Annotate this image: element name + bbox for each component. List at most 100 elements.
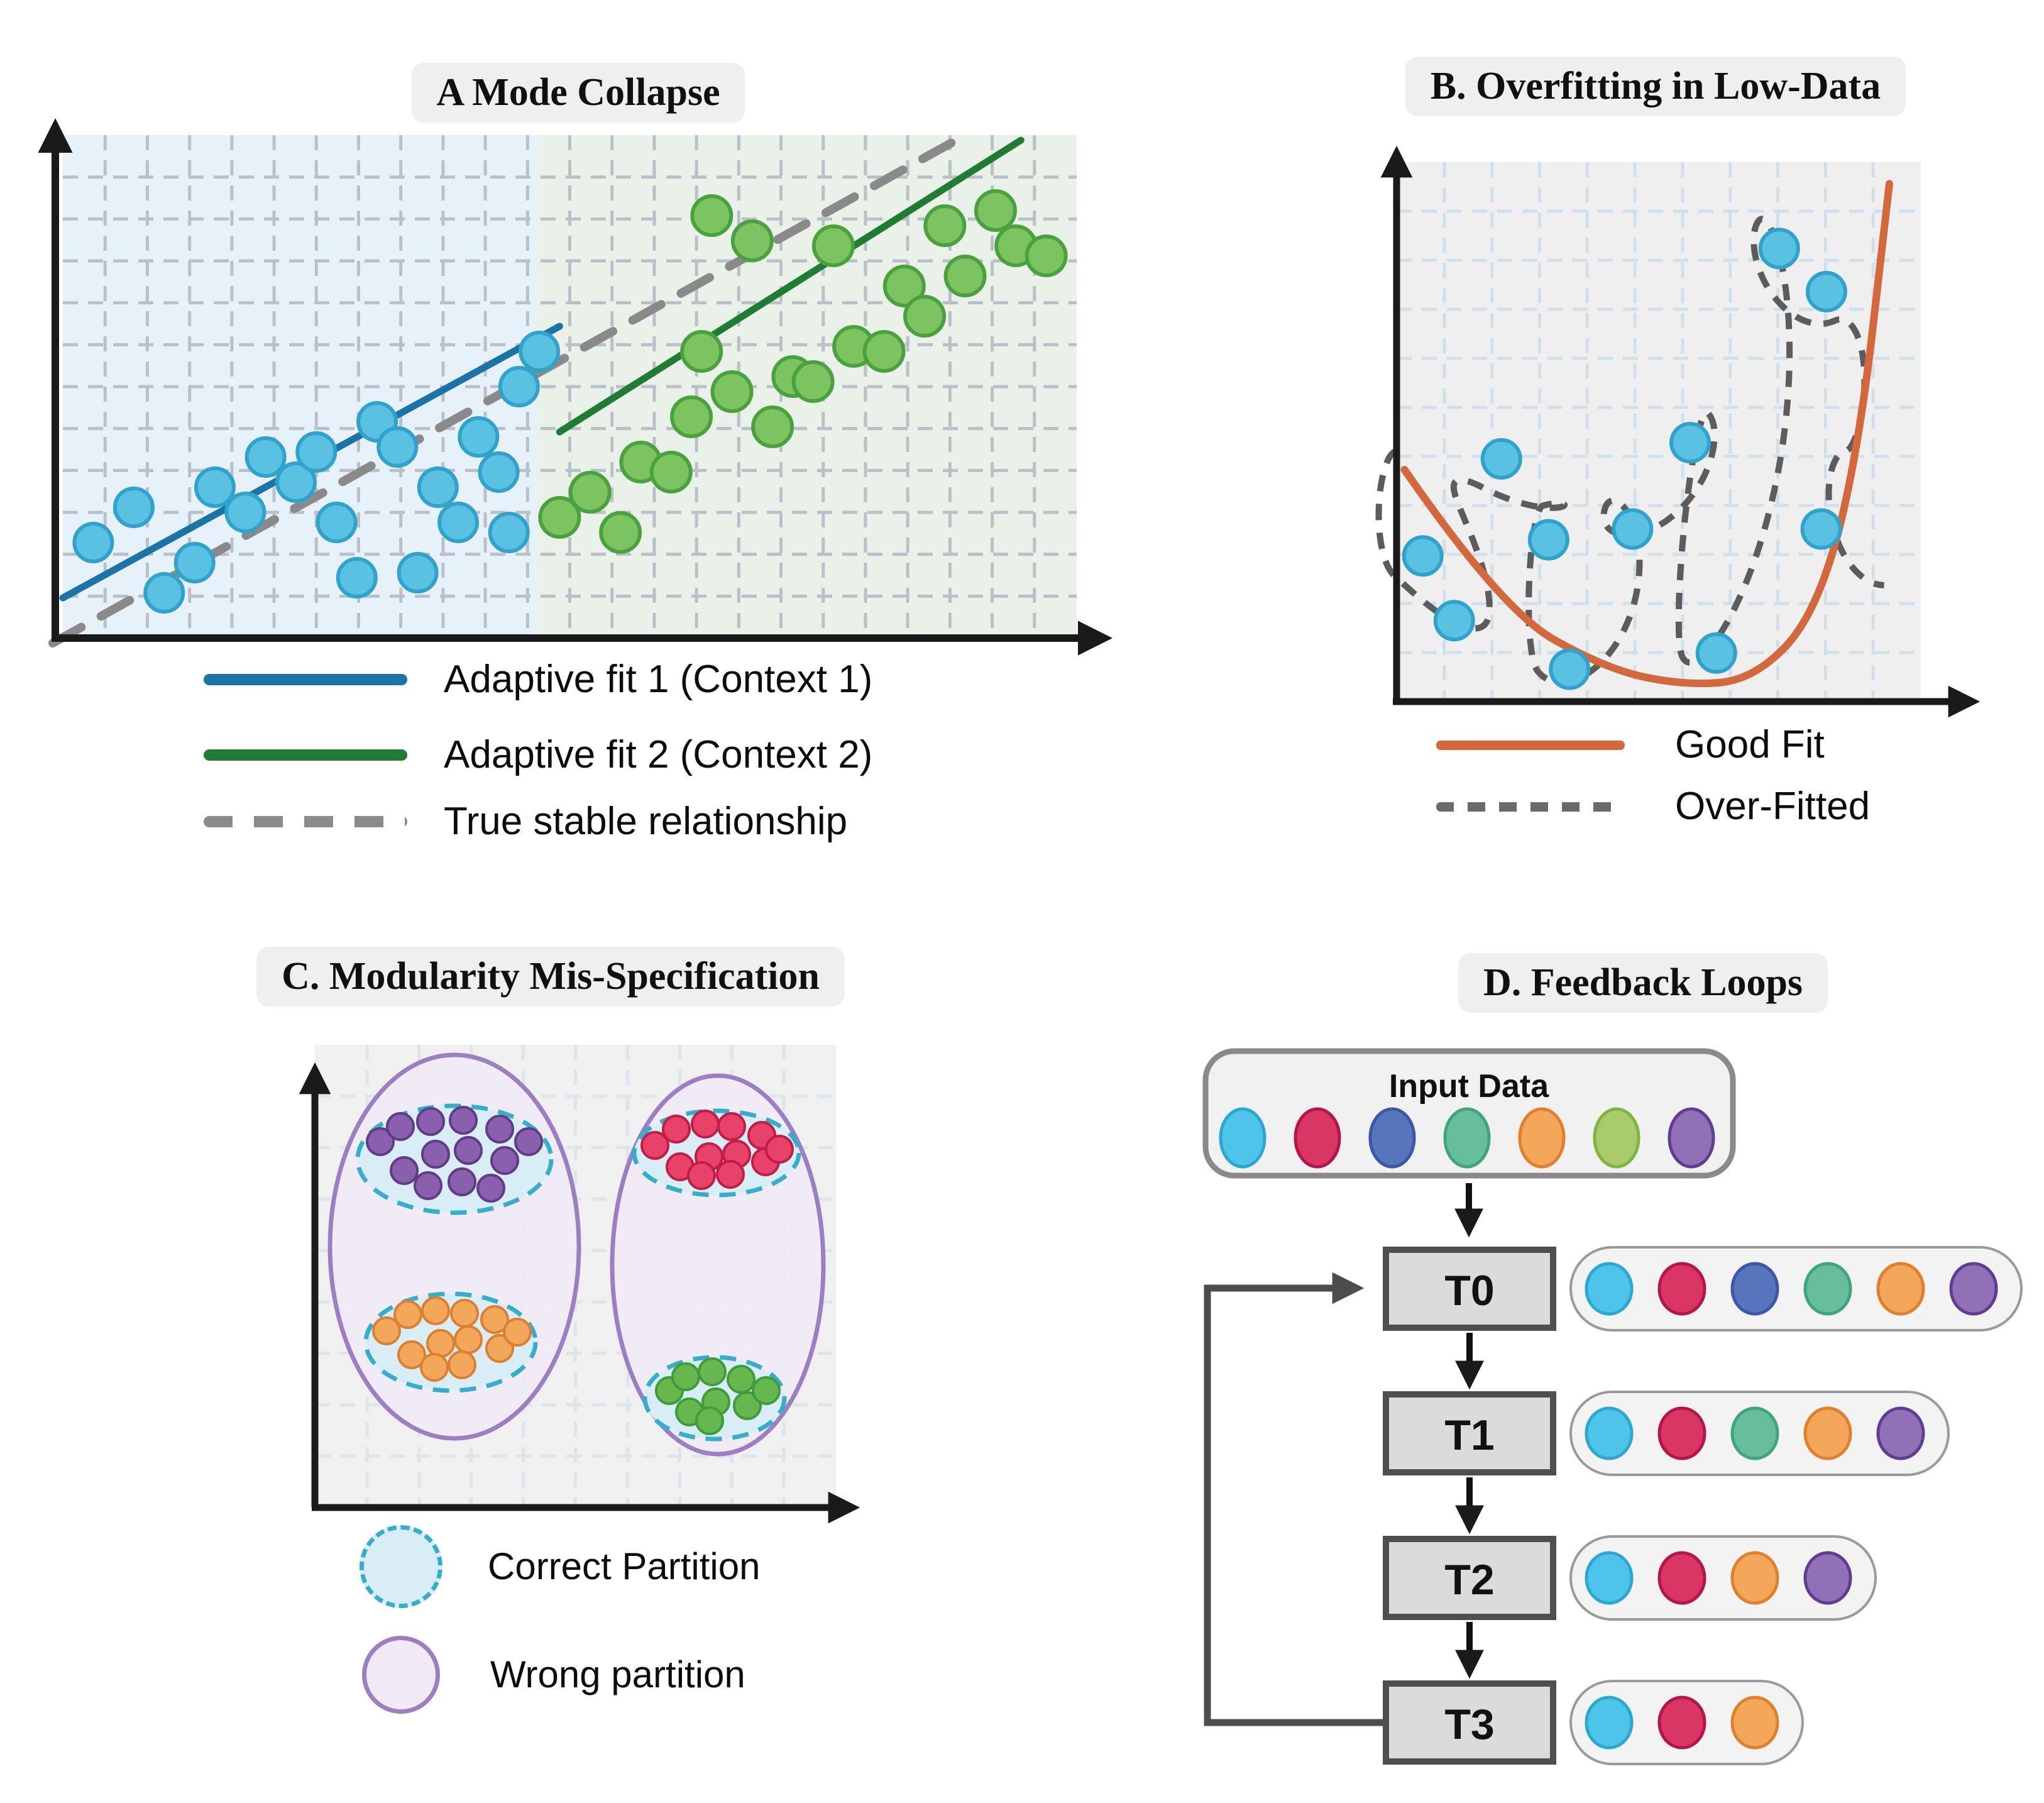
cluster-dot-purple bbox=[390, 1156, 419, 1185]
context2-data-point bbox=[599, 511, 642, 554]
legend-item-adaptive-fit-2: Adaptive fit 2 (Context 2) bbox=[204, 728, 872, 782]
stage-label-T1: T1 bbox=[1444, 1411, 1494, 1459]
legend-item-true-relationship: True stable relationship bbox=[204, 795, 847, 849]
fit2-line-swatch bbox=[204, 749, 407, 761]
context1-data-point bbox=[458, 416, 500, 458]
context1-data-point bbox=[113, 487, 155, 528]
stage-data-dot-crimson bbox=[1657, 1695, 1706, 1750]
context1-data-point bbox=[245, 436, 287, 478]
stage-box-T2 bbox=[1383, 1536, 1556, 1620]
good-fit-line-swatch bbox=[1436, 740, 1625, 750]
context2-data-point bbox=[882, 265, 926, 307]
legend-label-adaptive-fit-1: Adaptive fit 1 (Context 1) bbox=[444, 658, 873, 701]
cluster-dot-purple bbox=[414, 1171, 442, 1200]
cluster-dot-purple bbox=[514, 1127, 543, 1156]
input-data-dot-cyan bbox=[1219, 1107, 1267, 1169]
stage-box-T3 bbox=[1383, 1680, 1556, 1765]
stage-data-dot-teal bbox=[1730, 1406, 1779, 1460]
stage-data-dot-purple bbox=[1803, 1551, 1852, 1605]
stage-data-dot-orange bbox=[1803, 1406, 1852, 1460]
cluster-dot-green bbox=[733, 1391, 762, 1420]
context2-data-point bbox=[690, 194, 734, 237]
plot-background bbox=[1397, 162, 1921, 702]
cluster-dot-purple bbox=[449, 1106, 478, 1135]
context1-data-point bbox=[417, 466, 459, 508]
panel-b-overfitting-plot bbox=[1375, 145, 1981, 718]
data-point bbox=[1758, 228, 1800, 270]
context1-data-point bbox=[173, 542, 216, 583]
legend-label-true-relationship: True stable relationship bbox=[444, 800, 848, 843]
context1-data-point bbox=[72, 522, 114, 563]
data-point bbox=[1527, 519, 1569, 561]
cluster-dot-orange bbox=[420, 1353, 449, 1382]
stage-data-dot-cyan bbox=[1585, 1551, 1634, 1605]
cluster-dot-green bbox=[671, 1362, 700, 1391]
panel-b-title: B. Overfitting in Low-Data bbox=[1405, 57, 1906, 116]
context2-data-point bbox=[923, 204, 967, 247]
cluster-dot-purple bbox=[386, 1112, 415, 1141]
context1-data-point bbox=[143, 572, 185, 614]
data-point bbox=[1800, 508, 1842, 550]
legend-label-good-fit: Good Fit bbox=[1675, 723, 1825, 766]
stage-data-dot-crimson bbox=[1657, 1406, 1706, 1460]
stage-data-dot-cyan bbox=[1585, 1406, 1634, 1460]
correct-partition-circle-swatch bbox=[360, 1525, 442, 1608]
input-data-dot-teal bbox=[1443, 1107, 1491, 1169]
context2-data-point bbox=[811, 224, 855, 267]
stage-label-T3: T3 bbox=[1444, 1701, 1494, 1748]
cluster-dot-red bbox=[716, 1160, 745, 1189]
context2-data-point bbox=[903, 295, 947, 338]
cluster-dot-purple bbox=[448, 1167, 476, 1196]
context2-data-point bbox=[943, 255, 987, 297]
context2-data-point bbox=[568, 471, 612, 514]
panel-a-title: A Mode Collapse bbox=[411, 63, 745, 123]
input-data-dot-crimson bbox=[1294, 1107, 1341, 1169]
panel-d-feedback-flow: Input Data T0 T1 T2 T3 bbox=[1202, 1048, 2023, 1765]
stage-data-pill-T2 bbox=[1569, 1535, 1877, 1621]
stage-box-T1 bbox=[1383, 1391, 1556, 1475]
stage-data-dot-cyan bbox=[1585, 1695, 1634, 1750]
stage-box-T0 bbox=[1383, 1247, 1556, 1331]
cluster-dot-red bbox=[640, 1131, 669, 1160]
legend-item-wrong-partition: Wrong partition bbox=[362, 1636, 745, 1714]
data-point bbox=[1549, 648, 1591, 690]
cluster-dot-green bbox=[698, 1357, 727, 1386]
data-point bbox=[1612, 508, 1654, 550]
context2-data-point bbox=[538, 496, 581, 539]
stage-data-dot-orange bbox=[1730, 1695, 1779, 1750]
context2-data-point bbox=[1025, 234, 1068, 277]
data-point bbox=[1402, 535, 1444, 577]
cluster-dot-orange bbox=[450, 1299, 479, 1328]
stage-label-T2: T2 bbox=[1444, 1556, 1494, 1604]
legend-item-adaptive-fit-1: Adaptive fit 1 (Context 1) bbox=[204, 653, 872, 707]
legend-item-correct-partition: Correct Partition bbox=[360, 1525, 760, 1608]
context2-data-point bbox=[680, 330, 723, 373]
cluster-dot-green bbox=[752, 1376, 781, 1405]
context2-data-point bbox=[710, 370, 754, 413]
stage-data-dot-purple bbox=[1949, 1262, 1998, 1316]
context1-data-point bbox=[376, 426, 419, 468]
cluster-dot-orange bbox=[421, 1296, 450, 1325]
input-data-dot-orange bbox=[1518, 1107, 1566, 1169]
cluster-dot-purple bbox=[485, 1115, 514, 1144]
cluster-dot-purple bbox=[454, 1136, 483, 1165]
fit1-line-swatch bbox=[204, 674, 407, 685]
legend-label-correct-partition: Correct Partition bbox=[488, 1545, 761, 1587]
cluster-dot-red bbox=[765, 1135, 794, 1164]
context2-data-point bbox=[751, 405, 794, 448]
cluster-dot-red bbox=[687, 1161, 716, 1190]
adaptive-fit2-line bbox=[556, 136, 1025, 436]
cluster-dot-purple bbox=[490, 1146, 519, 1175]
cluster-dot-orange bbox=[393, 1300, 422, 1329]
panel-a-mode-collapse-plot bbox=[38, 118, 1113, 656]
context1-data-point bbox=[316, 502, 358, 543]
cluster-dot-purple bbox=[366, 1127, 395, 1156]
stage-data-dot-crimson bbox=[1657, 1551, 1706, 1605]
context1-data-point bbox=[397, 552, 439, 593]
panel-c-title: C. Modularity Mis-Specification bbox=[256, 947, 845, 1006]
true-relationship-dashed-swatch bbox=[204, 816, 407, 827]
legend-label-over-fitted: Over-Fitted bbox=[1675, 785, 1871, 828]
input-data-dot-purple bbox=[1668, 1107, 1715, 1169]
